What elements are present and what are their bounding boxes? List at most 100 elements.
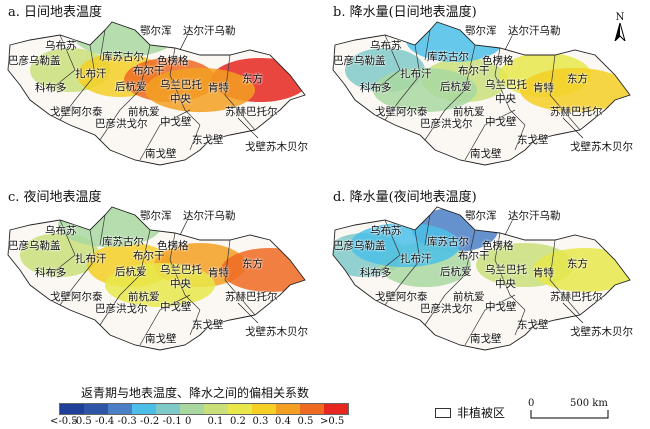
region-label: 东方 <box>242 73 263 85</box>
region-label: 布尔干 <box>133 250 165 262</box>
correlation-patch <box>533 248 630 292</box>
region-label: 南戈壁 <box>470 148 502 160</box>
panel-title: b. 降水量(日间地表温度) <box>333 5 477 20</box>
region-label: 戈壁阿尔泰 <box>375 106 428 118</box>
region-label: 中央 <box>495 278 516 290</box>
region-label: 戈壁苏木贝尔 <box>570 141 633 153</box>
colorbar <box>59 403 349 415</box>
region-label: 前杭爱 <box>128 291 160 303</box>
region-label: 色楞格 <box>482 240 514 252</box>
colorbar-tick: <-0.5 <box>50 416 78 427</box>
region-label: 扎布汗 <box>75 253 107 265</box>
legend-title: 返青期与地表温度、降水之间的偏相关系数 <box>80 386 309 400</box>
region-label: 色楞格 <box>482 55 514 67</box>
map-panel-c: c. 夜间地表温度 乌布苏 巴彦乌勒盖 库苏古尔 色楞格 鄂尔浑 达尔汗乌勒 扎布汗 布尔干 科布… <box>0 185 325 370</box>
region-label: 东方 <box>567 258 588 270</box>
region-label: 色楞格 <box>157 240 189 252</box>
region-label: 戈壁苏木贝尔 <box>570 326 633 338</box>
colorbar-swatch <box>324 404 348 414</box>
non-vegetated-swatch <box>435 407 451 418</box>
region-label: 中央 <box>170 93 191 105</box>
region-label: 巴彦洪戈尔 <box>95 303 148 315</box>
scale-label: 500 km <box>570 398 608 409</box>
map-panel-a: a. 日间地表温度 乌布苏 巴彦乌勒盖 库苏古尔 色楞格 鄂尔浑 达尔汗乌勒 扎布汗 布尔干 科布… <box>0 0 325 185</box>
map <box>332 206 631 351</box>
region-label: 乌兰巴托 <box>485 79 527 91</box>
region-label: 鄂尔浑 <box>465 25 497 37</box>
panel-title: c. 夜间地表温度 <box>8 190 102 205</box>
region-label: 乌布苏 <box>370 40 402 52</box>
region-label: 中戈壁 <box>160 301 192 313</box>
correlation-patch <box>520 68 630 112</box>
north-arrow-icon <box>614 21 626 43</box>
region-label: 巴彦洪戈尔 <box>420 118 473 130</box>
region-label: 中央 <box>170 278 191 290</box>
region-label: 苏赫巴托尔 <box>225 106 278 118</box>
colorbar-tick: -0.1 <box>162 416 182 427</box>
province-borders <box>374 29 581 161</box>
colorbar-swatch <box>228 404 252 414</box>
colorbar-swatch <box>276 404 300 414</box>
region-label: 乌兰巴托 <box>485 264 527 276</box>
correlation-patch <box>221 248 305 292</box>
region-label: 中戈壁 <box>160 116 192 128</box>
region-label: 后杭爱 <box>115 266 147 278</box>
region-label: 乌布苏 <box>370 225 402 237</box>
region-label: 中戈壁 <box>485 116 517 128</box>
colorbar-swatch <box>300 404 324 414</box>
region-label: 科布多 <box>35 267 67 279</box>
region-label: 后杭爱 <box>440 266 472 278</box>
map-panel-b: b. 降水量(日间地表温度) 乌布苏 巴彦乌勒盖 库苏古尔 色楞格 鄂尔浑 达尔汗乌勒 扎布汗… <box>325 0 650 185</box>
colorbar-tick: -0.4 <box>95 416 115 427</box>
scale-line <box>530 410 609 419</box>
region-label: 达尔汗乌勒 <box>183 25 236 37</box>
region-label: 南戈壁 <box>470 333 502 345</box>
colorbar-swatch <box>180 404 204 414</box>
region-label: 戈壁阿尔泰 <box>375 291 428 303</box>
region-label: 扎布汗 <box>400 253 432 265</box>
region-label: 乌布苏 <box>45 225 77 237</box>
region-label: 达尔汗乌勒 <box>183 210 236 222</box>
region-label: 乌兰巴托 <box>160 79 202 91</box>
region-label: 戈壁阿尔泰 <box>50 291 103 303</box>
colorbar-tick: 0.2 <box>230 416 246 427</box>
colorbar-tick: 0 <box>185 416 192 427</box>
correlation-patch <box>20 233 100 277</box>
colorbar-swatch <box>108 404 132 414</box>
map-panel-d: d. 降水量(夜间地表温度) 乌布苏 巴彦乌勒盖 库苏古尔 色楞格 鄂尔浑 达尔汗乌勒 扎布汗… <box>325 185 650 370</box>
colorbar-swatch <box>132 404 156 414</box>
region-label: 科布多 <box>360 267 392 279</box>
region-label: 东戈壁 <box>517 134 549 146</box>
region-label: 中央 <box>495 93 516 105</box>
region-label: 布尔干 <box>133 65 165 77</box>
region-label: 巴彦乌勒盖 <box>333 55 386 67</box>
colorbar-tick: -0.2 <box>140 416 160 427</box>
region-label: 科布多 <box>35 82 67 94</box>
region-label: 南戈壁 <box>145 148 177 160</box>
region-label: 布尔干 <box>458 250 490 262</box>
map <box>332 21 631 166</box>
region-label: 扎布汗 <box>75 68 107 80</box>
region-label: 东方 <box>242 258 263 270</box>
region-label: 巴彦乌勒盖 <box>8 240 61 252</box>
region-label: 巴彦洪戈尔 <box>95 118 148 130</box>
colorbar-swatch <box>60 404 84 414</box>
non-vegetated-label: 非植被区 <box>457 406 506 420</box>
region-label: 乌兰巴托 <box>160 264 202 276</box>
colorbar-tick: -0.5 <box>72 416 92 427</box>
region-label: 苏赫巴托尔 <box>550 106 603 118</box>
province-borders <box>49 214 256 346</box>
region-label: 前杭爱 <box>453 291 485 303</box>
north-label: N <box>615 12 625 23</box>
region-label: 肯特 <box>533 267 554 279</box>
region-label: 巴彦洪戈尔 <box>420 303 473 315</box>
correlation-patch <box>145 68 255 112</box>
region-label: 扎布汗 <box>400 68 432 80</box>
region-label: 肯特 <box>533 82 554 94</box>
scale-zero: 0 <box>528 398 535 409</box>
colorbar-swatch <box>84 404 108 414</box>
region-label: 前杭爱 <box>453 106 485 118</box>
colorbar-tick: 0.1 <box>207 416 224 427</box>
region-label: 戈壁苏木贝尔 <box>245 326 308 338</box>
